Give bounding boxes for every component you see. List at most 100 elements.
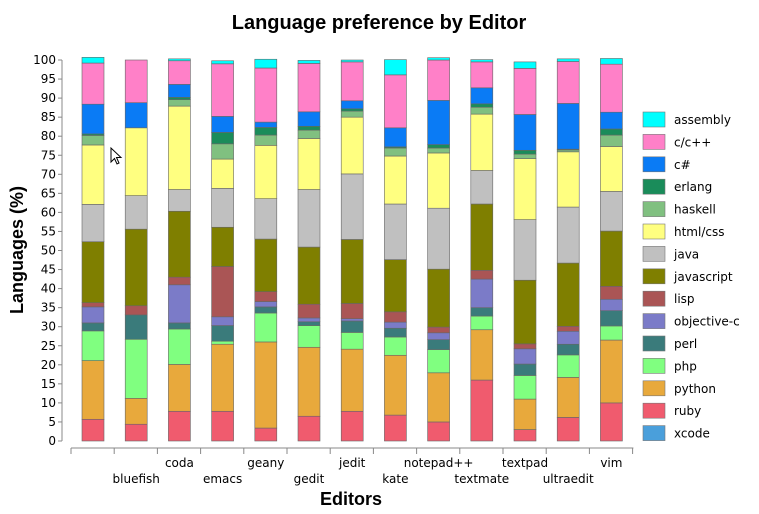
bar-segment bbox=[211, 410, 234, 442]
bar-segment bbox=[427, 100, 450, 145]
bar-segment bbox=[556, 206, 580, 264]
bar-segment bbox=[297, 317, 321, 323]
bar-segment bbox=[556, 103, 580, 150]
bar-segment bbox=[600, 191, 623, 232]
y-tick-label: 45 bbox=[41, 263, 56, 277]
bar-segment bbox=[254, 238, 278, 292]
bar-segment bbox=[168, 364, 191, 412]
y-tick-label: 65 bbox=[41, 186, 56, 200]
bar-segment bbox=[470, 379, 494, 442]
legend-label: haskell bbox=[674, 203, 716, 217]
legend-label: objective-c bbox=[674, 315, 740, 329]
bar-segment bbox=[124, 423, 148, 442]
legend-label: c/c++ bbox=[674, 135, 711, 149]
bar-segment bbox=[470, 61, 494, 89]
y-tick-label: 60 bbox=[41, 205, 56, 219]
y-tick-label: 35 bbox=[41, 301, 56, 315]
legend: assembly c/c++ c# erlang haskell html/css java… bbox=[642, 111, 740, 441]
bar-segment bbox=[340, 303, 364, 319]
legend-swatch bbox=[642, 380, 666, 397]
x-tick-label: kate bbox=[382, 472, 408, 486]
bar-segment bbox=[556, 354, 580, 378]
bar-segment bbox=[168, 410, 191, 442]
bar-segment bbox=[340, 410, 364, 442]
bar-segment bbox=[168, 105, 191, 190]
bar-segment bbox=[384, 127, 407, 148]
legend-swatch bbox=[642, 156, 666, 173]
bar-segment bbox=[556, 330, 580, 345]
bar-segment bbox=[81, 57, 105, 64]
y-tick-label: 95 bbox=[41, 72, 56, 86]
bar-segment bbox=[556, 58, 580, 62]
bar-segment bbox=[168, 97, 191, 100]
bar-segment bbox=[211, 316, 234, 326]
legend-swatch bbox=[642, 313, 666, 329]
bar-segment bbox=[124, 102, 148, 129]
bar-segment bbox=[297, 125, 321, 131]
bar-segment bbox=[168, 210, 191, 278]
bar-segment bbox=[427, 144, 450, 149]
bar-segment bbox=[340, 116, 364, 175]
bar-segment bbox=[470, 307, 494, 317]
x-tick-label: emacs bbox=[203, 472, 242, 486]
bar-segment bbox=[340, 318, 364, 322]
bar-segment bbox=[427, 349, 450, 374]
bar-segment bbox=[297, 60, 321, 64]
bar-segment bbox=[81, 241, 105, 303]
y-tick-label: 40 bbox=[41, 282, 56, 296]
bar-segment bbox=[211, 60, 234, 65]
bar-segment bbox=[340, 332, 364, 350]
bar-segment bbox=[340, 239, 364, 304]
bar-segment bbox=[254, 306, 278, 314]
bar-segment bbox=[254, 198, 278, 240]
bar-segment bbox=[168, 284, 191, 324]
bar-segment bbox=[556, 343, 580, 356]
legend-swatch bbox=[642, 358, 666, 374]
bar-segment bbox=[600, 402, 623, 442]
bar-segment bbox=[168, 276, 191, 286]
legend-swatch bbox=[642, 290, 666, 307]
bar-segment bbox=[81, 135, 105, 146]
legend-swatch bbox=[642, 268, 666, 285]
y-tick-label: 15 bbox=[41, 377, 56, 391]
x-tick-label: bluefish bbox=[113, 472, 160, 486]
y-axis: 0 5 10 15 20 25 30 35 40 45 50 55 60 65 70 75 80 85 90 95 10… bbox=[33, 53, 63, 448]
x-tick-label: coda bbox=[165, 456, 194, 470]
y-tick-label: 25 bbox=[41, 339, 56, 353]
bar-segment bbox=[340, 108, 364, 112]
bar-segment bbox=[124, 338, 148, 399]
bar-segment bbox=[297, 111, 321, 127]
bar-segment bbox=[81, 144, 105, 205]
bar-segment bbox=[513, 61, 537, 69]
bar-segment bbox=[211, 188, 234, 228]
bar-segment bbox=[168, 328, 191, 365]
bar-segment bbox=[470, 329, 494, 381]
bar-segment bbox=[297, 63, 321, 113]
bar-segment bbox=[556, 61, 580, 104]
bar-segment bbox=[470, 278, 494, 308]
bar-segment bbox=[600, 298, 623, 311]
bar-segment bbox=[513, 363, 537, 376]
bar-segment bbox=[211, 143, 234, 160]
bar-segment bbox=[600, 310, 623, 327]
bar-segment bbox=[513, 158, 537, 220]
bar-segment bbox=[513, 343, 537, 350]
bar-segment bbox=[297, 246, 321, 305]
bar-segment bbox=[254, 58, 278, 69]
bar-segment bbox=[427, 326, 450, 334]
bar-segment bbox=[254, 145, 278, 199]
x-tick-label: vim bbox=[600, 456, 622, 470]
legend-swatch bbox=[642, 425, 666, 441]
legend-label: javascript bbox=[673, 270, 733, 284]
bar-segment bbox=[168, 322, 191, 330]
bar-segment bbox=[124, 314, 148, 340]
bar-segment bbox=[556, 262, 580, 327]
bar-segment bbox=[384, 147, 407, 157]
bar-segment bbox=[124, 59, 148, 103]
bar-segment bbox=[427, 372, 450, 423]
bar-segment bbox=[384, 414, 407, 442]
bar-segment bbox=[556, 151, 580, 208]
bar-segment bbox=[211, 340, 234, 345]
